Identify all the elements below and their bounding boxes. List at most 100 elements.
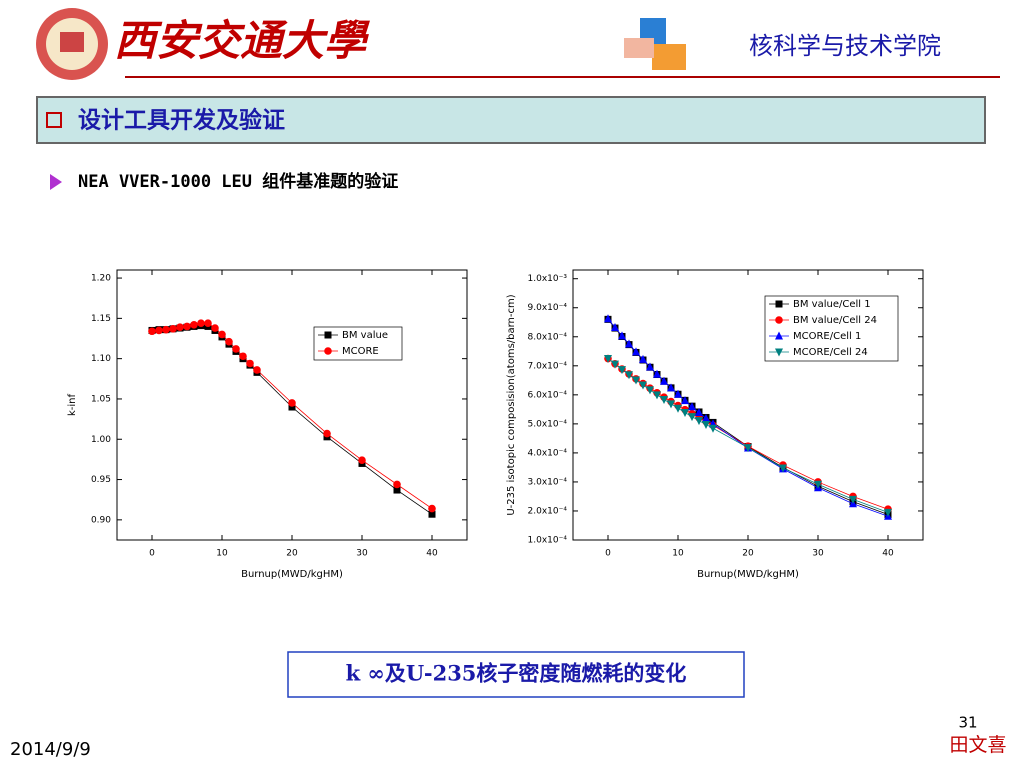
x-tick-label: 30 bbox=[812, 549, 824, 559]
x-tick-label: 10 bbox=[672, 549, 684, 559]
series-line bbox=[151, 325, 433, 515]
deco bbox=[652, 44, 686, 70]
y-tick-label: 8.0x10⁻⁴ bbox=[528, 332, 568, 342]
marker bbox=[169, 325, 177, 333]
series-line bbox=[607, 358, 889, 510]
legend-label: MCORE/Cell 24 bbox=[793, 347, 868, 358]
x-tick-label: 20 bbox=[742, 549, 754, 559]
y-tick-label: 1.00 bbox=[91, 435, 111, 445]
marker bbox=[688, 402, 696, 411]
bullet-icon bbox=[50, 174, 62, 190]
legend-label: BM value/Cell 1 bbox=[793, 299, 871, 310]
marker bbox=[674, 389, 682, 398]
series-line bbox=[607, 358, 889, 513]
emblem-icon bbox=[60, 32, 84, 52]
marker bbox=[253, 366, 261, 374]
marker bbox=[702, 420, 710, 429]
marker bbox=[695, 408, 703, 417]
legend-label: BM value bbox=[342, 330, 388, 341]
marker bbox=[653, 369, 661, 378]
marker bbox=[681, 396, 689, 405]
marker bbox=[653, 391, 661, 400]
date: 2014/9/9 bbox=[10, 739, 91, 760]
marker bbox=[211, 324, 219, 332]
x-tick-label: 20 bbox=[286, 549, 298, 559]
marker bbox=[625, 371, 633, 380]
y-axis-title: U-235 isotopic composision(atoms/barn-cm… bbox=[506, 294, 517, 515]
marker bbox=[288, 403, 296, 411]
marker bbox=[639, 381, 647, 390]
y-tick-label: 0.95 bbox=[91, 475, 111, 485]
x-tick-label: 0 bbox=[605, 549, 611, 559]
marker bbox=[225, 337, 233, 346]
marker bbox=[611, 360, 619, 369]
y-tick-label: 6.0x10⁻⁴ bbox=[528, 390, 568, 400]
marker bbox=[646, 386, 654, 395]
marker bbox=[183, 322, 191, 331]
marker bbox=[155, 326, 163, 335]
deco bbox=[624, 38, 654, 58]
caption-box bbox=[287, 651, 745, 698]
legend-marker bbox=[324, 347, 332, 355]
marker bbox=[660, 376, 668, 385]
marker bbox=[646, 362, 654, 371]
y-axis-title: k-inf bbox=[67, 394, 78, 417]
marker bbox=[618, 331, 626, 340]
marker bbox=[393, 480, 401, 489]
marker bbox=[660, 395, 668, 404]
marker bbox=[358, 456, 366, 465]
marker bbox=[246, 359, 254, 368]
marker bbox=[849, 495, 857, 504]
x-tick-label: 10 bbox=[216, 549, 228, 559]
x-tick-label: 40 bbox=[426, 549, 438, 559]
marker bbox=[681, 409, 689, 418]
marker bbox=[176, 323, 184, 332]
marker bbox=[190, 321, 198, 329]
legend-label: MCORE bbox=[342, 346, 379, 357]
marker bbox=[148, 327, 156, 336]
marker bbox=[239, 352, 247, 361]
x-tick-label: 30 bbox=[356, 549, 368, 559]
marker bbox=[393, 486, 401, 494]
marker bbox=[288, 399, 296, 407]
marker bbox=[667, 383, 675, 392]
legend-frame bbox=[764, 295, 899, 362]
legend-marker bbox=[324, 331, 332, 339]
marker bbox=[625, 339, 633, 348]
plot-frame bbox=[572, 269, 924, 541]
legend-marker bbox=[775, 316, 783, 324]
y-tick-label: 1.15 bbox=[91, 314, 111, 324]
marker bbox=[884, 508, 892, 517]
y-tick-label: 7.0x10⁻⁴ bbox=[528, 361, 568, 371]
y-tick-label: 5.0x10⁻⁴ bbox=[528, 419, 568, 429]
section-bar bbox=[36, 96, 986, 144]
author: 田文喜 bbox=[949, 734, 1006, 756]
y-tick-label: 9.0x10⁻⁴ bbox=[528, 303, 568, 313]
legend-marker bbox=[775, 348, 783, 357]
marker bbox=[604, 355, 612, 364]
marker bbox=[218, 330, 226, 339]
marker bbox=[618, 366, 626, 375]
marker bbox=[779, 464, 787, 473]
marker bbox=[323, 429, 331, 438]
y-tick-label: 1.20 bbox=[91, 274, 111, 284]
marker bbox=[639, 354, 647, 363]
marker bbox=[674, 404, 682, 413]
marker bbox=[695, 417, 703, 426]
marker bbox=[667, 400, 675, 409]
y-tick-label: 1.0x10⁻³ bbox=[528, 274, 568, 284]
legend-frame bbox=[313, 326, 403, 361]
section-title: 设计工具开发及验证 bbox=[78, 107, 285, 134]
x-axis-title: Burnup(MWD/kgHM) bbox=[697, 569, 799, 580]
marker bbox=[197, 319, 205, 327]
legend-label: BM value/Cell 24 bbox=[793, 315, 877, 326]
legend-label: MCORE/Cell 1 bbox=[793, 331, 861, 342]
x-tick-label: 40 bbox=[882, 549, 894, 559]
marker bbox=[604, 314, 612, 323]
x-tick-label: 0 bbox=[149, 549, 155, 559]
series-line bbox=[151, 322, 433, 509]
y-tick-label: 1.05 bbox=[91, 394, 111, 404]
y-tick-label: 4.0x10⁻⁴ bbox=[528, 448, 568, 458]
